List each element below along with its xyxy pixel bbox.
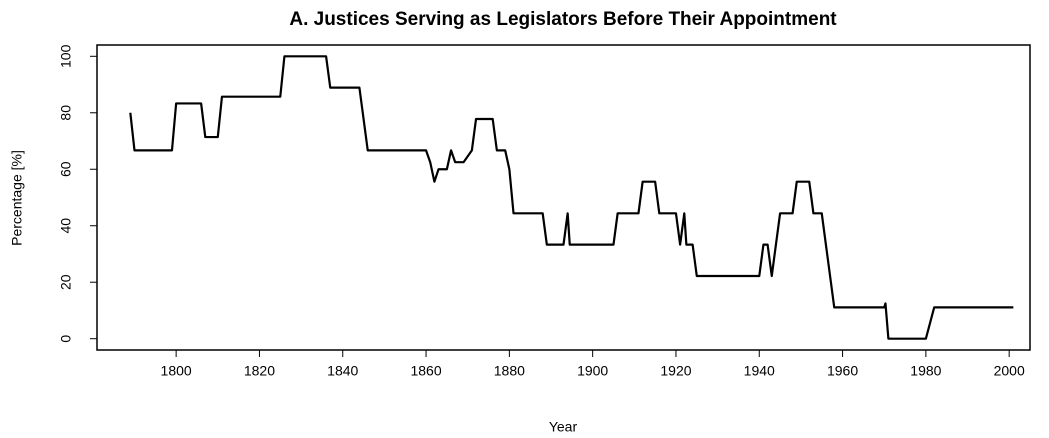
x-tick-label: 1860 [410,363,441,379]
x-tick-label: 1820 [244,363,275,379]
chart-title: A. Justices Serving as Legislators Befor… [289,9,837,30]
x-axis-label: Year [549,419,578,435]
x-tick-label: 1800 [161,363,192,379]
y-tick-label: 40 [58,218,74,234]
y-axis-label: Percentage [%] [9,150,25,246]
x-tick-label: 2000 [994,363,1025,379]
y-tick-label: 0 [58,335,74,343]
data-line [129,55,1014,340]
y-tick-label: 60 [58,161,74,177]
y-tick-label: 20 [58,274,74,290]
plot-frame [96,44,1031,351]
x-tick-label: 1900 [577,363,608,379]
x-tick-label: 1920 [660,363,691,379]
y-tick-label: 80 [58,105,74,121]
y-tick-label: 100 [58,44,74,68]
x-tick-label: 1940 [744,363,775,379]
x-tick-label: 1960 [827,363,858,379]
x-tick-label: 1980 [910,363,941,379]
x-tick-label: 1840 [327,363,358,379]
x-tick-label: 1880 [494,363,525,379]
